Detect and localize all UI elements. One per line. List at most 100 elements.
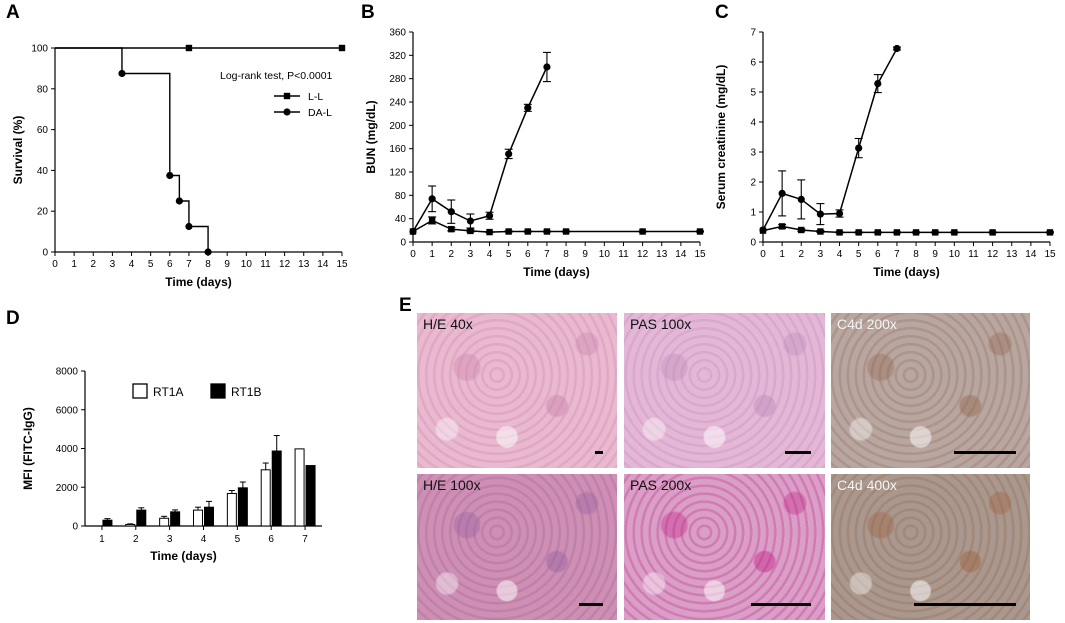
data-point [524, 228, 531, 235]
data-point [524, 104, 532, 112]
x-tick-label: 1 [71, 259, 77, 270]
micrograph-pas-200x: PAS 200x [624, 474, 825, 620]
y-tick-label: 240 [389, 98, 406, 109]
x-tick-label: 7 [302, 534, 308, 545]
data-point [778, 189, 786, 197]
data-point [485, 212, 494, 220]
x-tick-label: 10 [599, 249, 611, 260]
data-point [874, 80, 882, 88]
y-tick-label: 60 [37, 125, 49, 136]
panel-e: E H/E 40x PAS 100x C4d 200x H/E 100x PAS 200… [395, 293, 1065, 623]
y-tick-label: 80 [37, 84, 49, 95]
x-axis-title: Time (days) [523, 265, 589, 279]
x-tick-label: 4 [201, 534, 207, 545]
legend-label: RT1B [231, 385, 261, 399]
panel-e-label: E [399, 295, 412, 316]
micrograph-caption: H/E 100x [423, 477, 481, 493]
y-tick-label: 7 [750, 28, 756, 39]
panel-b-label: B [361, 2, 375, 23]
x-tick-label: 15 [336, 259, 348, 270]
bar-rt1b [271, 450, 282, 527]
y-axis-title: Serum creatinine (mg/dL) [714, 65, 728, 210]
x-tick-label: 13 [656, 249, 668, 260]
y-tick-label: 0 [42, 248, 48, 259]
x-tick-label: 13 [1006, 249, 1018, 260]
micrograph-pas-100x: PAS 100x [624, 313, 825, 468]
x-tick-label: 12 [637, 249, 649, 260]
x-tick-label: 12 [279, 259, 291, 270]
data-point [505, 228, 512, 235]
y-tick-label: 5 [750, 88, 756, 99]
x-axis-title: Time (days) [150, 549, 216, 563]
data-point [505, 150, 513, 158]
y-tick-label: 320 [389, 51, 406, 62]
bar-rt1a [260, 469, 271, 527]
data-point [835, 209, 844, 218]
x-tick-label: 15 [694, 249, 706, 260]
data-point [893, 44, 901, 53]
data-point [486, 228, 493, 236]
bar-rt1b [305, 465, 316, 527]
bar-rt1b [102, 519, 113, 527]
bar-rt1a [226, 492, 237, 527]
data-point [855, 144, 863, 152]
x-tick-label: 10 [949, 249, 961, 260]
y-tick-label: 40 [395, 214, 407, 225]
micrograph-caption: PAS 200x [630, 477, 692, 493]
data-point-da-l [175, 197, 183, 205]
x-tick-label: 12 [987, 249, 999, 260]
x-tick-label: 9 [224, 259, 230, 270]
scale-bar [914, 603, 1016, 606]
data-point [639, 228, 646, 235]
micrograph-h-e-40x: H/E 40x [417, 313, 617, 468]
bar-rt1a [193, 509, 203, 527]
legend-marker [283, 108, 291, 116]
y-tick-label: 0 [750, 238, 756, 249]
y-tick-label: 80 [395, 191, 407, 202]
data-point [562, 228, 570, 235]
data-point [448, 225, 455, 233]
y-tick-label: 2000 [56, 483, 79, 494]
series-line [762, 48, 898, 231]
panel-d: D 0 2000 4000 6000 8000 1 2 3 4 5 6 7 Time (days) MFI… [0, 305, 360, 623]
x-tick-label: 3 [818, 249, 824, 260]
x-tick-label: 3 [110, 259, 116, 270]
legend-swatch [210, 383, 226, 399]
data-point [467, 227, 474, 235]
series-line [412, 66, 548, 232]
data-point-da-l [166, 171, 174, 180]
data-point-l-l [185, 44, 193, 52]
series-line-da-l [55, 47, 209, 252]
y-tick-label: 8000 [56, 367, 79, 378]
data-point [989, 229, 996, 236]
y-tick-label: 2 [750, 178, 756, 189]
y-tick-label: 160 [389, 144, 406, 155]
x-tick-label: 11 [968, 249, 979, 260]
x-tick-label: 5 [506, 249, 512, 260]
y-axis-title: Survival (%) [11, 116, 25, 185]
data-point [836, 229, 843, 236]
legend-label: RT1A [153, 385, 183, 399]
x-tick-label: 5 [856, 249, 862, 260]
data-point [543, 228, 551, 235]
data-point [447, 208, 455, 216]
scale-bar [785, 451, 811, 454]
data-point [874, 229, 881, 236]
data-point [912, 229, 920, 236]
y-tick-label: 0 [72, 522, 78, 533]
data-point [696, 228, 704, 235]
data-point [409, 228, 417, 235]
data-point [951, 229, 958, 236]
mfi-chart: 0 2000 4000 6000 8000 1 2 3 4 5 6 7 Time (days) MFI (… [21, 367, 322, 563]
x-tick-label: 15 [1044, 249, 1056, 260]
x-tick-label: 5 [235, 534, 241, 545]
data-point [543, 63, 551, 71]
data-point [932, 229, 939, 236]
micrograph-caption: PAS 100x [630, 316, 692, 332]
x-tick-label: 3 [468, 249, 474, 260]
legend-swatch [132, 383, 148, 399]
x-tick-label: 0 [760, 249, 766, 260]
panel-c: C 0 1 2 3 4 5 6 7 8 9 10 11 12 13 14 15 0 1 2 3 4 5 6 7 Time (da… [705, 0, 1065, 300]
x-tick-label: 2 [90, 259, 96, 270]
